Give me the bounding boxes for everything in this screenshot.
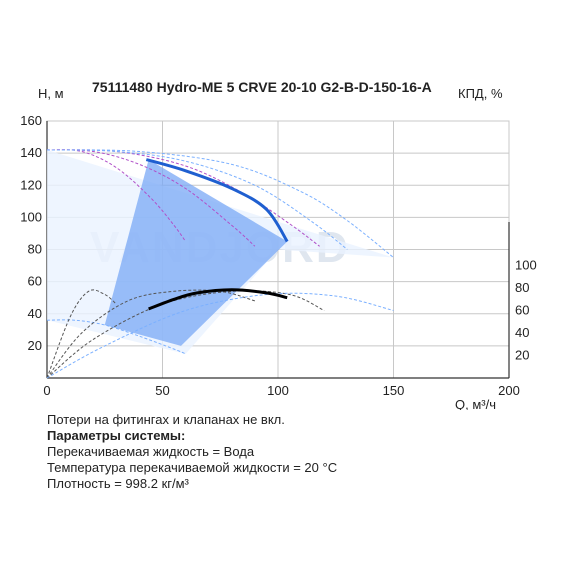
y2-tick-label: 40 xyxy=(515,325,529,340)
notes-params-heading: Параметры системы: xyxy=(47,428,186,443)
system-notes: Потери на фитингах и клапанах не вкл. Па… xyxy=(47,412,337,492)
x-tick-label: 100 xyxy=(267,383,289,398)
y-tick-label: 80 xyxy=(28,242,42,257)
y2-tick-label: 60 xyxy=(515,303,529,318)
y2-tick-label: 100 xyxy=(515,258,537,273)
head-curve xyxy=(46,149,256,247)
x-tick-label: 200 xyxy=(498,383,520,398)
pump-performance-chart: VANDJORD 0501001502002040608010012014016… xyxy=(20,79,536,410)
x-tick-label: 0 xyxy=(43,383,50,398)
y-tick-label: 140 xyxy=(20,145,42,160)
y-tick-label: 120 xyxy=(20,177,42,192)
notes-liquid: Перекачиваемая жидкость = Вода xyxy=(47,444,255,459)
efficiency-curve xyxy=(46,292,394,379)
x-tick-label: 150 xyxy=(383,383,405,398)
y-tick-label: 40 xyxy=(28,306,42,321)
y-tick-label: 100 xyxy=(20,209,42,224)
y-tick-label: 160 xyxy=(20,113,42,128)
operating-region xyxy=(104,159,288,346)
x-tick-label: 50 xyxy=(155,383,169,398)
head-curve xyxy=(46,149,320,247)
notes-density: Плотность = 998.2 кг/м³ xyxy=(47,476,189,491)
notes-losses: Потери на фитингах и клапанах не вкл. xyxy=(47,412,285,427)
head-curve xyxy=(46,319,186,355)
y-tick-label: 60 xyxy=(28,274,42,289)
y2-tick-label: 80 xyxy=(515,280,529,295)
head-curve xyxy=(46,149,187,242)
head-curve xyxy=(46,149,394,258)
head-curve xyxy=(46,149,348,250)
selected-head-curve xyxy=(145,158,289,243)
x-axis-label: Q, м³/ч xyxy=(455,397,496,410)
y2-axis-label: КПД, % xyxy=(458,86,503,101)
selected-efficiency-curve xyxy=(148,288,288,311)
efficiency-curve xyxy=(46,289,117,379)
y-axis-label: H, м xyxy=(38,86,64,101)
chart-marks xyxy=(46,149,394,379)
y-tick-label: 20 xyxy=(28,338,42,353)
tick-labels: 0 50 100 150 200 20 40 60 80 100 120 140 160 20 40 60 80… xyxy=(20,113,536,398)
y2-tick-label: 20 xyxy=(515,348,529,363)
notes-temperature: Температура перекачиваемой жидкости = 20… xyxy=(47,460,338,475)
efficiency-curve xyxy=(46,290,325,379)
chart-title: 75111480 Hydro-ME 5 CRVE 20-10 G2-B-D-15… xyxy=(92,79,432,95)
